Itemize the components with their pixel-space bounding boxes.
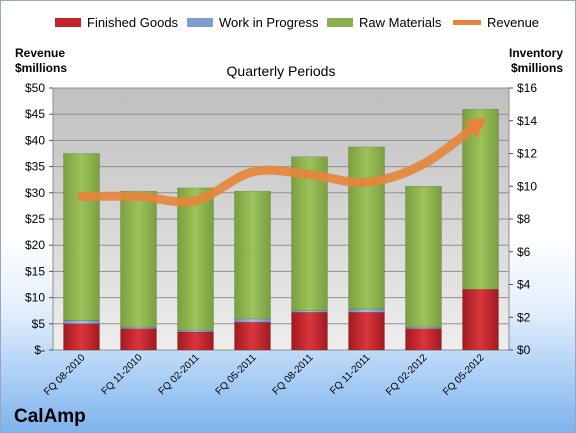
bar-raw-materials (120, 190, 157, 328)
right-tick-label: $8 (517, 212, 531, 226)
category-label: FQ 02-2012 (384, 352, 430, 398)
legend-work-in-progress: Work in Progress (187, 15, 318, 30)
right-axis-title-line2: $millions (510, 61, 563, 75)
revenue-arrowhead (464, 118, 486, 139)
legend-label-raw-materials: Raw Materials (359, 15, 442, 30)
right-tick-label: $2 (517, 310, 531, 324)
legend-revenue: Revenue (453, 15, 539, 30)
bar-finished-goods (234, 321, 271, 351)
legend-swatch-work-in-progress (187, 18, 213, 27)
right-tick-label: $16 (517, 81, 537, 95)
left-tick-label: $5 (32, 317, 46, 331)
category-label: FQ 08-2011 (271, 352, 316, 397)
left-tick-label: $- (34, 343, 45, 357)
legend-swatch-finished-goods (55, 18, 81, 27)
bar-finished-goods (177, 331, 214, 351)
legend-label-revenue: Revenue (487, 15, 540, 30)
right-tick-label: $14 (517, 114, 537, 128)
category-label: FQ 02-2011 (157, 352, 202, 397)
bar-finished-goods (120, 328, 157, 351)
left-tick-label: $25 (25, 212, 45, 226)
left-tick-label: $40 (25, 133, 45, 147)
legend-label-work-in-progress: Work in Progress (219, 15, 319, 30)
legend-label-finished-goods: Finished Goods (87, 15, 179, 30)
category-label: FQ 11-2010 (100, 352, 145, 397)
legend-raw-materials: Raw Materials (327, 15, 441, 30)
bar-raw-materials (348, 146, 385, 310)
bar-finished-goods (348, 312, 385, 351)
left-tick-label: $10 (25, 291, 45, 305)
left-tick-label: $50 (25, 81, 45, 95)
bar-work-in-progress (348, 308, 385, 313)
legend-finished-goods: Finished Goods (55, 15, 178, 30)
bar-raw-materials (234, 190, 271, 320)
category-label: FQ 05-2012 (441, 352, 487, 398)
left-tick-label: $45 (25, 107, 45, 121)
right-tick-label: $12 (517, 147, 537, 161)
legend-swatch-raw-materials (327, 18, 353, 27)
left-tick-label: $35 (25, 160, 45, 174)
left-axis-title-line1: Revenue (15, 46, 66, 60)
bar-finished-goods (291, 312, 328, 351)
bar-raw-materials (63, 153, 100, 321)
right-tick-label: $10 (517, 179, 537, 193)
chart-subtitle: Quarterly Periods (226, 63, 336, 79)
category-label: FQ 08-2010 (42, 352, 88, 398)
category-label: FQ 05-2011 (214, 352, 259, 397)
bar-raw-materials (291, 156, 328, 311)
bar-work-in-progress (177, 330, 214, 333)
bar-raw-materials (177, 187, 214, 331)
left-axis-title: Revenue $millions (15, 46, 67, 76)
bar-raw-materials (462, 109, 499, 290)
company-name: CalAmp (14, 406, 86, 427)
right-tick-label: $6 (517, 245, 531, 259)
bar-finished-goods (462, 289, 499, 351)
bar-finished-goods (405, 328, 442, 351)
legend-swatch-revenue (453, 20, 481, 25)
bar-work-in-progress (63, 320, 100, 325)
revenue-line (77, 117, 485, 207)
bar-work-in-progress (234, 318, 271, 323)
bar-finished-goods (63, 323, 100, 351)
left-axis-title-line2: $millions (15, 61, 68, 75)
right-axis-title: Inventory $millions (507, 46, 563, 76)
right-tick-label: $4 (517, 278, 531, 292)
category-label: FQ 11-2011 (328, 352, 373, 397)
right-axis-title-line1: Inventory (508, 46, 563, 60)
left-tick-label: $15 (25, 264, 45, 278)
right-tick-label: $0 (517, 343, 531, 357)
left-tick-label: $20 (25, 238, 45, 252)
bar-raw-materials (405, 186, 442, 328)
left-tick-label: $30 (25, 186, 45, 200)
